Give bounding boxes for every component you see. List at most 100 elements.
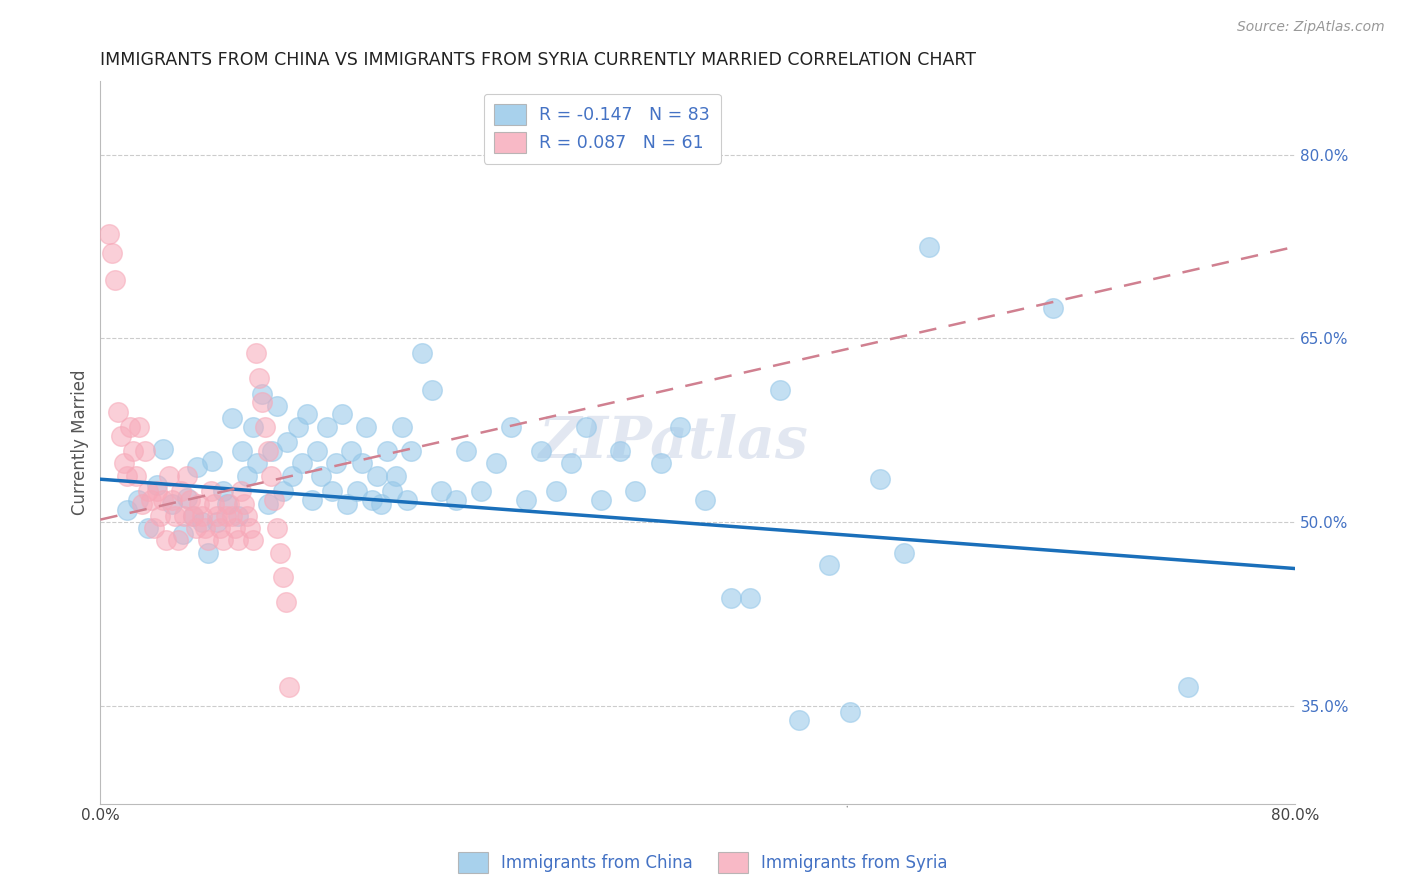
- Point: [263, 493, 285, 508]
- Point: [146, 484, 169, 499]
- Point: [245, 346, 267, 360]
- Point: [246, 456, 269, 470]
- Point: [370, 497, 392, 511]
- Point: [277, 681, 299, 695]
- Text: IMMIGRANTS FROM CHINA VS IMMIGRANTS FROM SYRIA CURRENTLY MARRIED CORRELATION CHA: IMMIGRANTS FROM CHINA VS IMMIGRANTS FROM…: [100, 51, 976, 69]
- Point: [167, 533, 190, 548]
- Point: [221, 508, 243, 523]
- Point: [179, 493, 201, 508]
- Point: [107, 405, 129, 419]
- Point: [256, 444, 278, 458]
- Point: [385, 468, 408, 483]
- Point: [354, 419, 377, 434]
- Point: [276, 435, 298, 450]
- Point: [321, 484, 343, 499]
- Point: [350, 456, 373, 470]
- Point: [259, 468, 281, 483]
- Point: [176, 468, 198, 483]
- Point: [280, 468, 302, 483]
- Point: [211, 484, 233, 499]
- Point: [818, 558, 841, 572]
- Point: [316, 419, 339, 434]
- Point: [200, 484, 222, 499]
- Point: [173, 508, 195, 523]
- Point: [250, 395, 273, 409]
- Point: [176, 491, 198, 505]
- Point: [330, 407, 353, 421]
- Point: [197, 533, 219, 548]
- Point: [269, 546, 291, 560]
- Point: [136, 521, 159, 535]
- Point: [247, 370, 270, 384]
- Text: ZIPatlas: ZIPatlas: [538, 414, 808, 471]
- Point: [229, 484, 252, 499]
- Point: [381, 484, 404, 499]
- Point: [110, 429, 132, 443]
- Point: [287, 419, 309, 434]
- Point: [224, 521, 246, 535]
- Point: [301, 493, 323, 508]
- Point: [575, 419, 598, 434]
- Point: [181, 508, 204, 523]
- Point: [242, 533, 264, 548]
- Point: [149, 508, 172, 523]
- Point: [869, 472, 891, 486]
- Point: [101, 245, 124, 260]
- Point: [769, 383, 792, 397]
- Point: [515, 493, 537, 508]
- Point: [305, 444, 328, 458]
- Point: [266, 399, 288, 413]
- Point: [589, 493, 612, 508]
- Point: [122, 444, 145, 458]
- Point: [136, 484, 159, 499]
- Point: [181, 508, 204, 523]
- Point: [544, 484, 567, 499]
- Point: [98, 227, 121, 242]
- Point: [157, 468, 180, 483]
- Point: [191, 508, 214, 523]
- Point: [170, 484, 193, 499]
- Point: [194, 521, 217, 535]
- Point: [560, 456, 582, 470]
- Point: [131, 497, 153, 511]
- Point: [399, 444, 422, 458]
- Point: [1177, 681, 1199, 695]
- Point: [226, 533, 249, 548]
- Point: [115, 468, 138, 483]
- Point: [205, 515, 228, 529]
- Point: [789, 714, 811, 728]
- Point: [201, 454, 224, 468]
- Point: [650, 456, 672, 470]
- Point: [211, 533, 233, 548]
- Point: [215, 508, 238, 523]
- Y-axis label: Currently Married: Currently Married: [72, 369, 89, 516]
- Point: [160, 493, 183, 508]
- Point: [186, 460, 208, 475]
- Point: [242, 419, 264, 434]
- Point: [624, 484, 647, 499]
- Point: [336, 497, 359, 511]
- Legend: R = -0.147   N = 83, R = 0.087   N = 61: R = -0.147 N = 83, R = 0.087 N = 61: [484, 94, 721, 164]
- Point: [208, 521, 231, 535]
- Point: [112, 456, 135, 470]
- Point: [609, 444, 631, 458]
- Point: [391, 419, 413, 434]
- Point: [152, 493, 174, 508]
- Point: [120, 419, 142, 434]
- Point: [205, 508, 228, 523]
- Point: [695, 493, 717, 508]
- Point: [361, 493, 384, 508]
- Point: [128, 419, 150, 434]
- Point: [346, 484, 368, 499]
- Point: [266, 521, 288, 535]
- Point: [184, 521, 207, 535]
- Point: [291, 456, 314, 470]
- Point: [1042, 301, 1064, 315]
- Point: [143, 521, 166, 535]
- Point: [271, 484, 294, 499]
- Point: [470, 484, 492, 499]
- Text: Source: ZipAtlas.com: Source: ZipAtlas.com: [1237, 20, 1385, 34]
- Point: [155, 533, 177, 548]
- Point: [311, 468, 333, 483]
- Point: [530, 444, 553, 458]
